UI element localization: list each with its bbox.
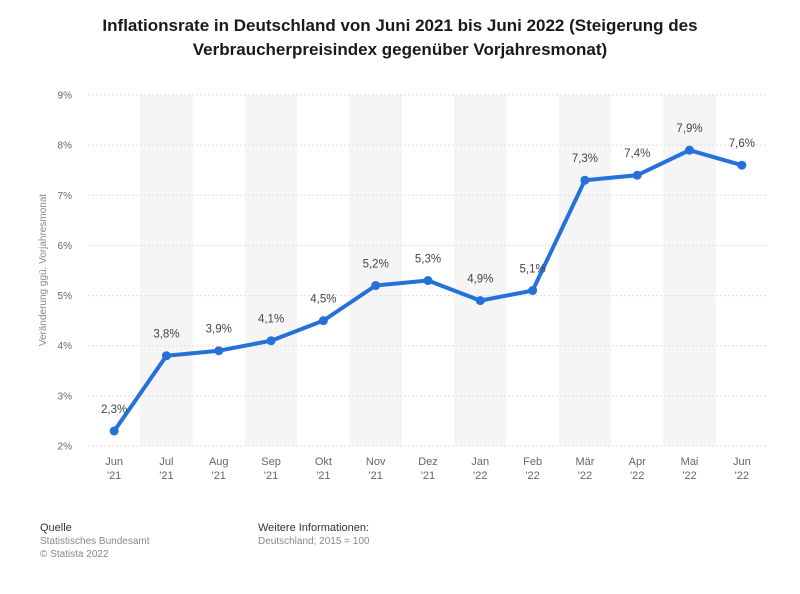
background-band bbox=[558, 95, 612, 446]
data-point bbox=[528, 286, 538, 296]
y-tick-label: 2% bbox=[58, 442, 73, 453]
data-point bbox=[685, 145, 695, 155]
data-point bbox=[161, 351, 171, 361]
data-label: 4,9% bbox=[467, 274, 493, 286]
data-point bbox=[423, 276, 433, 286]
x-tick-label: Aug bbox=[209, 456, 229, 468]
x-tick-label: Jan bbox=[471, 456, 489, 468]
x-tick-label: Okt bbox=[315, 456, 332, 468]
data-point bbox=[318, 316, 328, 326]
line-chart: 2% 3% 4% 5% 6% 7% 8% 9% Veränderung ggü. Vorjah… bbox=[38, 91, 768, 482]
x-tick-year: '22 bbox=[735, 470, 749, 482]
data-label: 3,8% bbox=[153, 329, 179, 341]
x-tick-label: Jun bbox=[105, 456, 123, 468]
data-point bbox=[475, 296, 485, 306]
x-tick-year: '21 bbox=[159, 470, 173, 482]
data-label: 7,3% bbox=[572, 153, 598, 165]
data-label: 5,1% bbox=[520, 264, 546, 276]
x-tick-year: '22 bbox=[630, 470, 644, 482]
y-axis-ticks: 2% 3% 4% 5% 6% 7% 8% 9% bbox=[58, 91, 73, 453]
data-label: 7,6% bbox=[729, 138, 755, 150]
y-tick-label: 3% bbox=[58, 391, 73, 402]
x-tick-year: '22 bbox=[578, 470, 592, 482]
background-band bbox=[140, 95, 193, 446]
data-label: 7,4% bbox=[624, 148, 650, 160]
series-line bbox=[112, 148, 744, 433]
y-tick-label: 4% bbox=[58, 341, 73, 352]
data-label: 2,3% bbox=[101, 404, 127, 416]
x-tick-year: '21 bbox=[369, 470, 383, 482]
chart-title: Inflationsrate in Deutschland von Juni 2… bbox=[102, 16, 698, 59]
x-tick-label: Sep bbox=[261, 456, 281, 468]
x-tick-label: Jun bbox=[733, 456, 751, 468]
x-tick-label: Jul bbox=[159, 456, 173, 468]
data-label: 7,9% bbox=[676, 123, 702, 135]
data-label: 5,2% bbox=[363, 259, 389, 271]
x-tick-year: '21 bbox=[316, 470, 330, 482]
chart-area: 2% 3% 4% 5% 6% 7% 8% 9% Veränderung ggü. Vorjah… bbox=[38, 91, 768, 482]
copyright: © Statista 2022 bbox=[40, 549, 109, 560]
background-band bbox=[349, 95, 402, 446]
data-point bbox=[371, 281, 381, 291]
x-tick-label: Nov bbox=[366, 456, 386, 468]
data-point bbox=[266, 336, 276, 346]
info-block: Weitere Informationen: Deutschland; 2015… bbox=[258, 522, 369, 548]
data-point bbox=[214, 346, 224, 356]
data-label: 5,3% bbox=[415, 254, 441, 266]
x-tick-year: '21 bbox=[421, 470, 435, 482]
source-heading: Quelle bbox=[40, 522, 72, 534]
data-points bbox=[109, 145, 747, 436]
y-axis-label: Veränderung ggü. Vorjahresmonat bbox=[38, 194, 49, 347]
x-tick-year: '21 bbox=[264, 470, 278, 482]
y-tick-label: 8% bbox=[58, 141, 73, 152]
x-tick-label: Apr bbox=[629, 456, 646, 468]
background-band bbox=[454, 95, 507, 446]
y-tick-label: 5% bbox=[58, 291, 73, 302]
x-axis-ticks: Jun '21 Jul '21 Aug '21 Sep '21 Okt '21 Nov '21 Dez '… bbox=[105, 456, 750, 482]
source-block: Quelle Statistisches Bundesamt © Statist… bbox=[40, 522, 150, 561]
x-tick-year: '21 bbox=[212, 470, 226, 482]
data-point bbox=[632, 170, 642, 180]
x-tick-label: Dez bbox=[418, 456, 438, 468]
source-name: Statistisches Bundesamt bbox=[40, 536, 150, 547]
background-band bbox=[244, 95, 298, 446]
gridlines bbox=[88, 94, 768, 447]
y-tick-label: 6% bbox=[58, 241, 73, 252]
data-label: 3,9% bbox=[206, 324, 232, 336]
background-bands bbox=[140, 95, 716, 446]
x-tick-year: '22 bbox=[525, 470, 539, 482]
x-tick-year: '22 bbox=[473, 470, 487, 482]
x-tick-year: '21 bbox=[107, 470, 121, 482]
info-heading: Weitere Informationen: bbox=[258, 522, 370, 534]
y-tick-label: 9% bbox=[58, 91, 73, 102]
data-point bbox=[737, 160, 747, 170]
data-label: 4,5% bbox=[310, 294, 336, 306]
x-tick-label: Mär bbox=[575, 456, 594, 468]
y-tick-label: 7% bbox=[58, 191, 73, 202]
x-tick-label: Feb bbox=[523, 456, 542, 468]
x-tick-year: '22 bbox=[682, 470, 696, 482]
data-labels: 2,3% 3,8% 3,9% 4,1% 4,5% 5,2% 5,3% 4,9% 5,1% 7,3%… bbox=[101, 123, 755, 416]
info-text: Deutschland; 2015 = 100 bbox=[258, 536, 370, 547]
data-point bbox=[580, 175, 590, 185]
x-tick-label: Mai bbox=[681, 456, 699, 468]
data-label: 4,1% bbox=[258, 314, 284, 326]
data-point bbox=[109, 426, 119, 436]
